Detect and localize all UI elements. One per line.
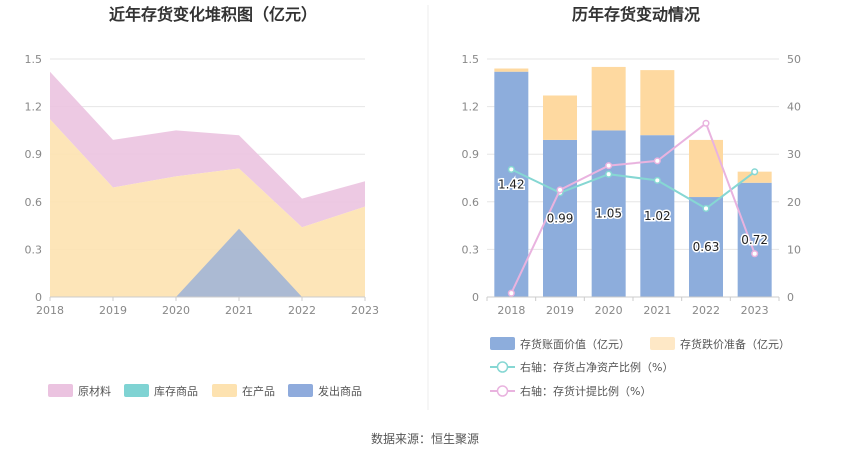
right-y-tick-label: 0.9 — [462, 148, 480, 161]
bar-book-value — [689, 197, 723, 297]
bar-book-value — [543, 139, 577, 297]
right-x-tick-label: 2023 — [741, 304, 769, 317]
left-y-tick-label: 0.6 — [25, 196, 43, 209]
point-provision-ratio — [605, 162, 613, 170]
right-y2-tick-label: 40 — [787, 101, 801, 114]
left-legend-label: 发出商品 — [318, 384, 362, 398]
left-legend-swatch — [288, 384, 313, 397]
left-y-tick-label: 0.3 — [25, 243, 43, 256]
right-x-tick-label: 2022 — [692, 304, 720, 317]
bar-book-value — [494, 71, 529, 298]
area-goods-shipped — [50, 228, 365, 297]
right-x-tick-label: 2020 — [595, 304, 623, 317]
left-areas — [50, 71, 365, 297]
left-legend-swatch — [124, 384, 149, 397]
point-inventory-to-net-assets — [751, 168, 759, 176]
left-legend-swatch — [48, 384, 73, 397]
right-legend-line-marker — [496, 385, 509, 397]
bar-book-value — [737, 182, 772, 297]
left-x-tick-label: 2021 — [225, 304, 253, 317]
right-y-tick-label: 0.6 — [462, 196, 480, 209]
left-y-tick-label: 0.9 — [25, 148, 43, 161]
right-legend: 存货账面价值（亿元） 存货跌价准备（亿元） 右轴：存货占净资产比例（%） 右轴：存货计… — [490, 337, 790, 398]
point-inventory-to-net-assets — [653, 176, 661, 184]
left-x-tick-label: 2020 — [162, 304, 190, 317]
point-provision-ratio — [751, 250, 759, 258]
left-legend-label: 库存商品 — [154, 384, 198, 398]
right-legend-swatch — [490, 337, 515, 350]
point-inventory-to-net-assets — [605, 170, 613, 178]
left-x-tick-label: 2022 — [288, 304, 316, 317]
bar-value-label: 0.72 — [741, 233, 768, 247]
point-provision-ratio — [653, 157, 661, 165]
right-y-tick-label: 0 — [472, 291, 479, 304]
area-raw-materials — [50, 71, 365, 228]
left-y-tick-label: 0 — [35, 291, 42, 304]
right-bar-labels: 1.42 0.99 1.05 1.02 0.63 0.72 — [496, 176, 769, 256]
right-legend-label: 存货跌价准备（亿元） — [680, 337, 790, 351]
bar-value-label: 0.99 — [547, 211, 574, 225]
point-provision-ratio — [702, 119, 710, 127]
point-provision-ratio — [507, 289, 515, 297]
right-x-tick-label: 2019 — [546, 304, 574, 317]
bar-value-label: 1.42 — [498, 177, 525, 191]
right-legend-label: 右轴：存货计提比例（%） — [520, 384, 651, 398]
right-legend-label: 右轴：存货占净资产比例（%） — [520, 360, 673, 374]
left-legend-swatch — [212, 384, 237, 397]
bar-impairment-provision — [737, 171, 772, 183]
stacked-area-chart: 近年存货变化堆积图（亿元） 0 0.3 0.6 0.9 1.2 1.5 2018 2019 20… — [25, 5, 380, 398]
right-y-tick-label: 1.2 — [462, 101, 480, 114]
right-x-tick-label: 2018 — [497, 304, 525, 317]
inventory-change-chart: 历年存货变动情况 1.42 0.99 1.05 1.02 0.63 0.72 0 0.3 0.… — [462, 5, 802, 398]
right-legend-line-marker — [496, 361, 509, 373]
right-y2-tick-label: 30 — [787, 148, 801, 161]
bar-book-value — [591, 130, 626, 297]
bar-impairment-provision — [640, 70, 675, 136]
line-provision-ratio — [510, 121, 756, 294]
bar-value-label: 1.05 — [595, 207, 622, 221]
right-chart-title: 历年存货变动情况 — [572, 5, 700, 24]
left-chart-title: 近年存货变化堆积图（亿元） — [109, 5, 317, 24]
data-source-note: 数据来源：恒生聚源 — [371, 431, 479, 446]
right-legend-label: 存货账面价值（亿元） — [520, 337, 630, 351]
right-y2-tick-label: 50 — [787, 53, 801, 66]
bar-impairment-provision — [591, 66, 626, 131]
left-legend-label: 在产品 — [242, 384, 275, 398]
right-y2-tick-label: 20 — [787, 196, 801, 209]
right-y-tick-label: 1.5 — [462, 53, 480, 66]
left-x-tick-label: 2019 — [99, 304, 127, 317]
bar-impairment-provision — [689, 139, 723, 198]
right-legend-swatch — [650, 337, 675, 350]
bar-value-label: 0.63 — [693, 240, 720, 254]
area-work-in-progress — [50, 119, 365, 297]
left-legend: 原材料 库存商品 在产品 发出商品 — [48, 384, 362, 398]
left-legend-label: 原材料 — [78, 384, 111, 398]
line-inventory-to-net-assets — [510, 168, 756, 210]
right-axis: 0 0.3 0.6 0.9 1.2 1.5 0 10 20 30 40 50 2018 2019 2020 2… — [462, 53, 802, 317]
right-y2-tick-label: 10 — [787, 243, 801, 256]
right-y2-tick-label: 0 — [787, 291, 794, 304]
left-x-tick-label: 2018 — [36, 304, 64, 317]
right-lines — [507, 119, 759, 297]
left-y-tick-label: 1.5 — [25, 53, 43, 66]
left-x-tick-label: 2023 — [351, 304, 379, 317]
point-provision-ratio — [556, 186, 564, 194]
right-x-tick-label: 2021 — [643, 304, 671, 317]
bar-value-label: 1.02 — [644, 209, 671, 223]
point-inventory-to-net-assets — [507, 165, 515, 173]
left-y-tick-label: 1.2 — [25, 101, 43, 114]
point-inventory-to-net-assets — [702, 204, 710, 213]
bar-impairment-provision — [543, 95, 577, 140]
right-y-tick-label: 0.3 — [462, 243, 480, 256]
left-axis: 0 0.3 0.6 0.9 1.2 1.5 2018 2019 2020 2021 2022 2023 — [25, 53, 380, 317]
bar-impairment-provision — [494, 68, 529, 72]
